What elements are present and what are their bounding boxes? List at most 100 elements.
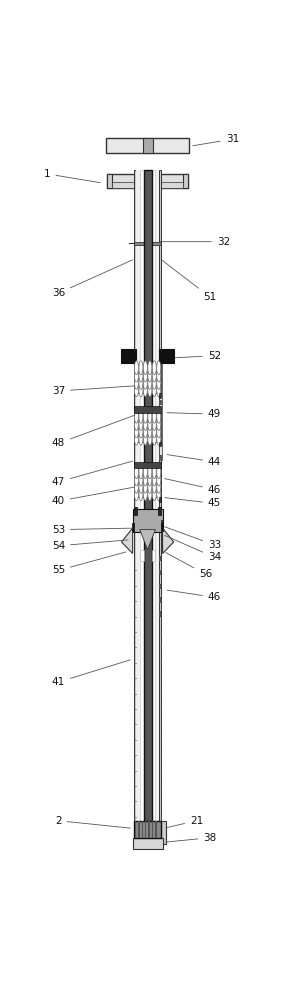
Text: 32: 32 (159, 237, 230, 247)
Bar (162, 520, 163, 528)
Bar (107, 174, 112, 188)
Circle shape (143, 368, 147, 382)
Bar (142, 821, 143, 838)
Circle shape (134, 465, 139, 479)
Circle shape (134, 409, 139, 423)
Text: 56: 56 (166, 553, 212, 579)
Circle shape (139, 431, 143, 445)
Circle shape (157, 409, 161, 423)
Bar (160, 413, 162, 419)
Circle shape (157, 375, 161, 389)
Circle shape (139, 409, 143, 423)
Circle shape (139, 465, 143, 479)
Bar (134, 364, 161, 393)
Bar (122, 349, 136, 363)
Circle shape (139, 472, 143, 486)
Circle shape (143, 487, 147, 501)
Text: 46: 46 (167, 590, 221, 602)
Circle shape (148, 375, 152, 389)
Circle shape (143, 465, 147, 479)
Circle shape (152, 472, 156, 486)
Circle shape (152, 368, 156, 382)
Circle shape (134, 472, 139, 486)
Circle shape (152, 479, 156, 493)
Circle shape (143, 361, 147, 375)
Bar (156, 170, 159, 832)
Text: 48: 48 (52, 415, 135, 448)
Bar (160, 584, 162, 589)
Circle shape (134, 375, 139, 389)
Bar (160, 611, 162, 617)
Circle shape (148, 409, 152, 423)
Circle shape (152, 361, 156, 375)
Circle shape (134, 383, 139, 397)
Circle shape (143, 375, 147, 389)
Bar (160, 570, 162, 575)
Text: 52: 52 (175, 351, 221, 361)
Circle shape (148, 479, 152, 493)
Bar (159, 351, 162, 460)
Bar (145, 821, 147, 838)
Bar (134, 821, 162, 838)
Circle shape (139, 375, 143, 389)
Circle shape (148, 383, 152, 397)
Bar (134, 468, 161, 497)
Circle shape (152, 424, 156, 438)
Circle shape (139, 487, 143, 501)
Circle shape (152, 431, 156, 445)
Bar (160, 597, 162, 603)
Text: 53: 53 (52, 525, 132, 535)
Text: 44: 44 (167, 455, 221, 467)
Bar (183, 174, 188, 188)
Circle shape (143, 424, 147, 438)
Circle shape (148, 465, 152, 479)
Circle shape (143, 409, 147, 423)
Bar (134, 406, 161, 413)
Circle shape (157, 424, 161, 438)
Bar (138, 821, 140, 838)
Circle shape (152, 417, 156, 431)
Bar (160, 497, 161, 502)
Text: 51: 51 (162, 260, 217, 302)
Circle shape (134, 368, 139, 382)
Text: 2: 2 (55, 816, 130, 828)
Text: 54: 54 (52, 540, 128, 551)
Bar (151, 170, 156, 832)
Circle shape (134, 431, 139, 445)
Bar (136, 170, 140, 832)
Bar (133, 509, 162, 532)
Circle shape (152, 487, 156, 501)
Circle shape (148, 431, 152, 445)
Bar (135, 821, 137, 838)
Circle shape (139, 361, 143, 375)
Bar (151, 821, 153, 838)
Circle shape (157, 368, 161, 382)
Bar (158, 821, 166, 844)
Circle shape (148, 361, 152, 375)
Polygon shape (122, 528, 133, 554)
Text: 36: 36 (52, 260, 133, 298)
Bar (112, 182, 183, 188)
Circle shape (139, 479, 143, 493)
Text: 41: 41 (52, 660, 130, 687)
Bar (134, 413, 161, 442)
Text: 49: 49 (167, 409, 221, 419)
Circle shape (148, 424, 152, 438)
Bar (160, 372, 162, 377)
Bar (160, 556, 162, 561)
Bar (134, 170, 136, 832)
Circle shape (152, 375, 156, 389)
Bar (148, 821, 150, 838)
Circle shape (148, 487, 152, 501)
Circle shape (143, 431, 147, 445)
Circle shape (148, 472, 152, 486)
Bar (155, 821, 157, 838)
Circle shape (157, 479, 161, 493)
Text: 34: 34 (165, 535, 221, 562)
Circle shape (143, 472, 147, 486)
Polygon shape (162, 528, 174, 554)
Circle shape (157, 361, 161, 375)
Circle shape (157, 465, 161, 479)
Bar (140, 170, 144, 832)
Text: 40: 40 (52, 487, 135, 506)
